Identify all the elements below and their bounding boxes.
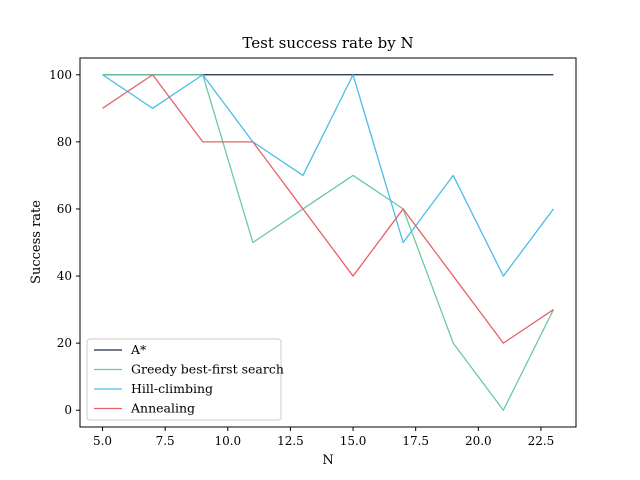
y-tick-label: 40 xyxy=(57,269,72,283)
x-tick-label: 5.0 xyxy=(93,434,112,448)
y-tick-label: 100 xyxy=(49,68,72,82)
chart-title: Test success rate by N xyxy=(242,34,413,52)
series-line-annealing xyxy=(102,74,554,344)
x-axis-label: N xyxy=(322,453,333,468)
y-tick-label: 0 xyxy=(64,403,72,417)
y-tick-label: 80 xyxy=(57,135,72,149)
legend-label-a: A* xyxy=(130,342,147,357)
x-tick-label: 17.5 xyxy=(402,434,429,448)
plot-series-group xyxy=(102,74,555,411)
legend-label-hill-climbing: Hill-climbing xyxy=(131,381,213,396)
x-tick-label: 20.0 xyxy=(465,434,492,448)
x-tick-label: 15.0 xyxy=(340,434,367,448)
plot-frame xyxy=(79,57,577,428)
y-tick-label: 20 xyxy=(57,336,72,350)
y-tick-label: 60 xyxy=(57,202,72,216)
legend-box xyxy=(86,338,282,421)
legend-label-annealing: Annealing xyxy=(130,401,195,416)
x-tick-label: 7.5 xyxy=(156,434,175,448)
x-tick-label: 22.5 xyxy=(528,434,555,448)
legend: A* Greedy best-first search Hill-climbing A… xyxy=(86,338,284,421)
x-tick-label: 12.5 xyxy=(277,434,304,448)
series-line-greedy-best-first-search xyxy=(102,74,555,411)
y-axis-label: Success rate xyxy=(29,200,44,284)
series-line-hill-climbing xyxy=(102,74,554,277)
x-tick-label: 10.0 xyxy=(214,434,241,448)
legend-label-greedy-best-first-search: Greedy best-first search xyxy=(131,362,284,377)
axis-ticks: 5.0 7.5 10.0 12.5 15.0 17.5 20.0 22.5 0 20 40 60 80 1… xyxy=(49,68,554,448)
